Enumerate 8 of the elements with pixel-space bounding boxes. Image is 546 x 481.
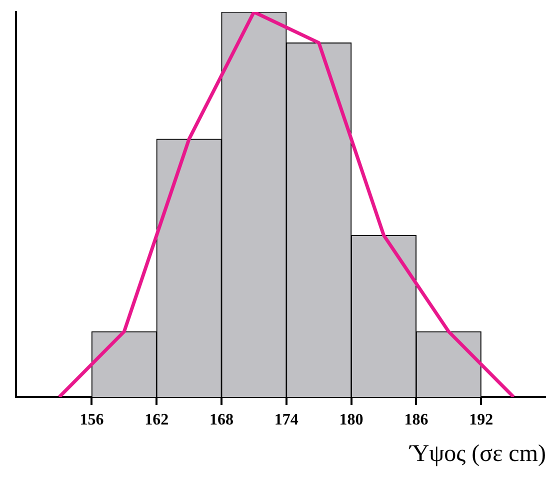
x-tick-label: 186 bbox=[404, 412, 428, 429]
x-tick-label: 162 bbox=[144, 412, 169, 429]
x-tick-label: 156 bbox=[80, 412, 104, 429]
x-tick-label: 168 bbox=[210, 412, 234, 429]
x-axis-title: Ύψος (σε cm) bbox=[408, 440, 546, 467]
x-tick-label: 180 bbox=[339, 412, 364, 429]
x-tick-label: 192 bbox=[469, 412, 494, 429]
x-tick-label: 174 bbox=[274, 412, 298, 429]
